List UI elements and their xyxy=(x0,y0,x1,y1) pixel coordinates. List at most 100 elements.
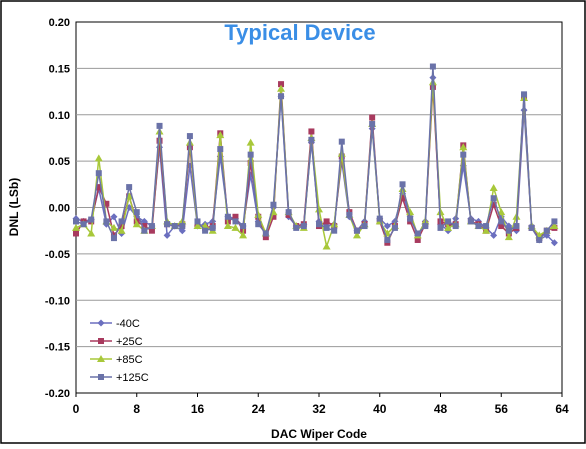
data-point xyxy=(352,231,361,239)
data-point xyxy=(117,226,126,234)
data-point xyxy=(262,230,269,237)
legend-item: +25C xyxy=(90,336,143,348)
data-point xyxy=(232,213,239,220)
data-point xyxy=(369,121,376,128)
legend-marker xyxy=(98,338,104,344)
y-tick-label: -0.15 xyxy=(45,342,70,354)
data-point xyxy=(383,222,391,230)
legend-marker xyxy=(98,374,104,380)
data-point xyxy=(109,223,118,231)
data-point xyxy=(73,230,79,237)
data-point xyxy=(513,223,520,230)
x-tick-label: 40 xyxy=(373,402,387,416)
data-point xyxy=(300,223,307,230)
data-point xyxy=(399,181,406,188)
data-point xyxy=(551,218,558,225)
data-point xyxy=(270,201,277,208)
data-point xyxy=(308,136,315,143)
legend-label: +125C xyxy=(116,372,149,384)
data-point xyxy=(323,224,330,231)
data-point xyxy=(376,215,383,222)
y-tick-labels: -0.20 -0.15 -0.10 -0.05 0.00 0.05 0.10 0.15 0.20 xyxy=(45,17,70,400)
data-point xyxy=(445,218,452,225)
data-point xyxy=(452,223,459,230)
data-point xyxy=(163,231,171,239)
data-point xyxy=(414,236,421,243)
x-tick-labels: 0 8 16 24 32 40 48 56 64 xyxy=(73,393,569,416)
data-point xyxy=(505,227,512,234)
x-tick-label: 24 xyxy=(252,402,266,416)
data-point xyxy=(133,209,140,216)
data-point xyxy=(118,218,125,225)
series-4 xyxy=(73,63,558,243)
data-point xyxy=(437,224,444,231)
legend-label: +25C xyxy=(116,336,143,348)
y-tick-label: 0.15 xyxy=(49,63,70,75)
data-point xyxy=(323,218,330,225)
x-axis-label: DAC Wiper Code xyxy=(271,427,367,441)
y-tick-label: 0.20 xyxy=(49,17,70,29)
data-point xyxy=(331,227,338,234)
series-line xyxy=(75,66,555,242)
data-point xyxy=(156,122,163,129)
data-point xyxy=(277,84,286,92)
data-point xyxy=(346,211,353,218)
data-point xyxy=(498,223,505,230)
data-point xyxy=(490,201,497,208)
data-point xyxy=(460,151,467,158)
data-point xyxy=(361,223,368,230)
data-point xyxy=(536,236,543,243)
data-point xyxy=(87,229,96,237)
data-point xyxy=(353,227,360,234)
data-point xyxy=(217,146,224,153)
data-point xyxy=(171,223,178,230)
data-point xyxy=(490,195,497,202)
legend-item: +125C xyxy=(90,372,149,384)
data-point xyxy=(270,213,277,220)
data-point xyxy=(247,151,254,158)
data-point xyxy=(422,223,429,230)
y-tick-label: -0.20 xyxy=(45,388,70,400)
data-point xyxy=(254,210,263,218)
data-point xyxy=(414,230,421,237)
data-point xyxy=(315,205,323,213)
legend: -40C +25C +85C +125C xyxy=(90,318,149,384)
data-point xyxy=(467,218,474,225)
data-point xyxy=(95,170,102,177)
data-point xyxy=(240,223,247,230)
data-point xyxy=(308,128,315,135)
data-point xyxy=(475,223,482,230)
data-point xyxy=(88,216,95,223)
data-point xyxy=(550,239,558,247)
data-point xyxy=(399,195,406,202)
data-point xyxy=(216,131,225,139)
legend-label: +85C xyxy=(116,354,143,366)
x-tick-label: 56 xyxy=(495,402,509,416)
legend-item: -40C xyxy=(90,318,140,330)
legend-marker xyxy=(97,319,105,327)
data-point xyxy=(543,227,550,234)
legend-item: +85C xyxy=(90,354,143,366)
data-point xyxy=(148,223,155,230)
data-point xyxy=(316,221,322,228)
data-point xyxy=(436,208,445,216)
data-point xyxy=(223,222,232,230)
legend-marker xyxy=(97,355,105,362)
data-point xyxy=(224,213,231,220)
y-tick-label: -0.05 xyxy=(45,249,70,261)
data-point xyxy=(459,143,468,151)
data-point xyxy=(247,159,254,166)
data-point xyxy=(72,223,80,231)
y-tick-label: 0.10 xyxy=(49,110,70,122)
data-point xyxy=(186,133,193,140)
data-point xyxy=(504,233,513,241)
data-point xyxy=(338,138,345,145)
data-point xyxy=(278,81,285,88)
data-point xyxy=(528,224,535,231)
data-point xyxy=(429,63,436,70)
y-axis-label: DNL (LSb) xyxy=(7,178,21,236)
x-tick-label: 0 xyxy=(73,402,80,416)
data-point xyxy=(239,231,248,239)
data-point xyxy=(110,235,117,242)
